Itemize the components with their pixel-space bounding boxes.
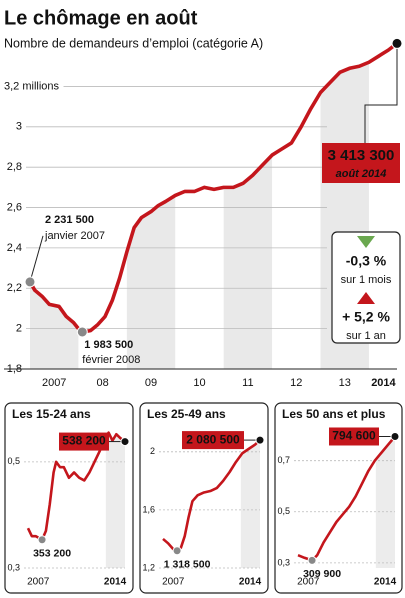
x-tick-label: 12	[290, 377, 302, 389]
x-tick-label: 13	[339, 377, 351, 389]
date-label: janvier 2007	[44, 230, 105, 242]
point	[37, 535, 47, 545]
change-arrow	[357, 236, 375, 248]
value-label: 353 200	[33, 548, 71, 560]
change-period: sur 1 mois	[341, 274, 392, 286]
value-label: 3 413 300	[328, 147, 395, 164]
year-band	[223, 43, 273, 369]
value-label: 2 231 500	[45, 214, 94, 226]
point	[76, 326, 88, 338]
x-tick-label: 11	[242, 377, 253, 389]
leader-line	[29, 235, 44, 283]
year-band	[105, 432, 125, 568]
value-label: 1 983 500	[84, 339, 133, 351]
x-tick-label: 10	[193, 377, 205, 389]
date-label: février 2008	[82, 354, 140, 366]
value-box	[182, 431, 244, 450]
value-label: 309 900	[303, 568, 341, 580]
x-tick-label: 2014	[371, 377, 396, 389]
y-tick-label: 2,2	[7, 282, 22, 294]
value-box	[59, 432, 109, 451]
chart-title: Le chômage en août	[4, 7, 198, 29]
y-tick-label: 2,8	[7, 161, 22, 173]
point	[24, 276, 36, 288]
change-label: + 5,2 %	[342, 309, 390, 325]
y-tick-label: 1,2	[142, 562, 155, 572]
y-tick-label: 3	[16, 121, 22, 133]
value-label: 538 200	[62, 434, 106, 448]
end-point	[391, 37, 403, 49]
y-tick-label: 0,3	[7, 562, 20, 572]
x-tick-label: 09	[145, 377, 157, 389]
panel-title: Les 25-49 ans	[147, 407, 226, 421]
end-point	[390, 431, 400, 441]
year-band	[126, 43, 176, 369]
panel-title: Les 50 ans et plus	[282, 407, 386, 421]
value-label: 1 318 500	[164, 559, 211, 571]
x-tick-label: 2007	[42, 377, 66, 389]
point	[172, 546, 182, 556]
end-point	[120, 437, 130, 447]
data-line	[26, 431, 126, 542]
year-band	[240, 440, 260, 568]
y-tick-label: 0,5	[277, 506, 290, 516]
y-tick-label: 2,4	[7, 242, 22, 254]
change-arrow	[357, 292, 375, 304]
x-tick-label: 2007	[162, 577, 185, 588]
x-tick-label: 2007	[27, 577, 50, 588]
year-band	[375, 436, 395, 568]
end-point	[255, 435, 265, 445]
x-tick-label: 2014	[374, 577, 397, 588]
value-box	[329, 427, 379, 446]
value-label: 2 080 500	[186, 432, 240, 446]
y-tick-label: 3,2 millions	[4, 80, 60, 92]
x-tick-label: 2007	[297, 577, 320, 588]
leader-line	[364, 43, 398, 143]
chart-subtitle: Nombre de demandeurs d’emploi (catégorie…	[4, 36, 263, 50]
y-tick-label: 2	[16, 323, 22, 335]
change-period: sur 1 an	[346, 330, 386, 342]
change-label: -0,3 %	[346, 253, 387, 269]
panel-title: Les 15-24 ans	[12, 407, 91, 421]
change-box	[331, 231, 401, 344]
panel-frame	[274, 402, 403, 594]
panel-frame	[4, 402, 134, 594]
date-label: août 2014	[336, 168, 387, 180]
y-tick-label: 0,7	[277, 455, 290, 465]
y-tick-label: 0,5	[7, 456, 20, 466]
x-tick-label: 2014	[104, 577, 127, 588]
y-tick-label: 2	[150, 446, 155, 456]
y-tick-label: 1,6	[142, 504, 155, 514]
y-tick-label: 2,6	[7, 201, 22, 213]
x-tick-label: 2014	[239, 577, 262, 588]
x-tick-label: 08	[97, 377, 109, 389]
value-label: 794 600	[332, 429, 376, 443]
point	[307, 555, 317, 565]
panel-frame	[139, 402, 269, 594]
value-box	[322, 143, 400, 183]
y-tick-label: 0,3	[277, 557, 290, 567]
